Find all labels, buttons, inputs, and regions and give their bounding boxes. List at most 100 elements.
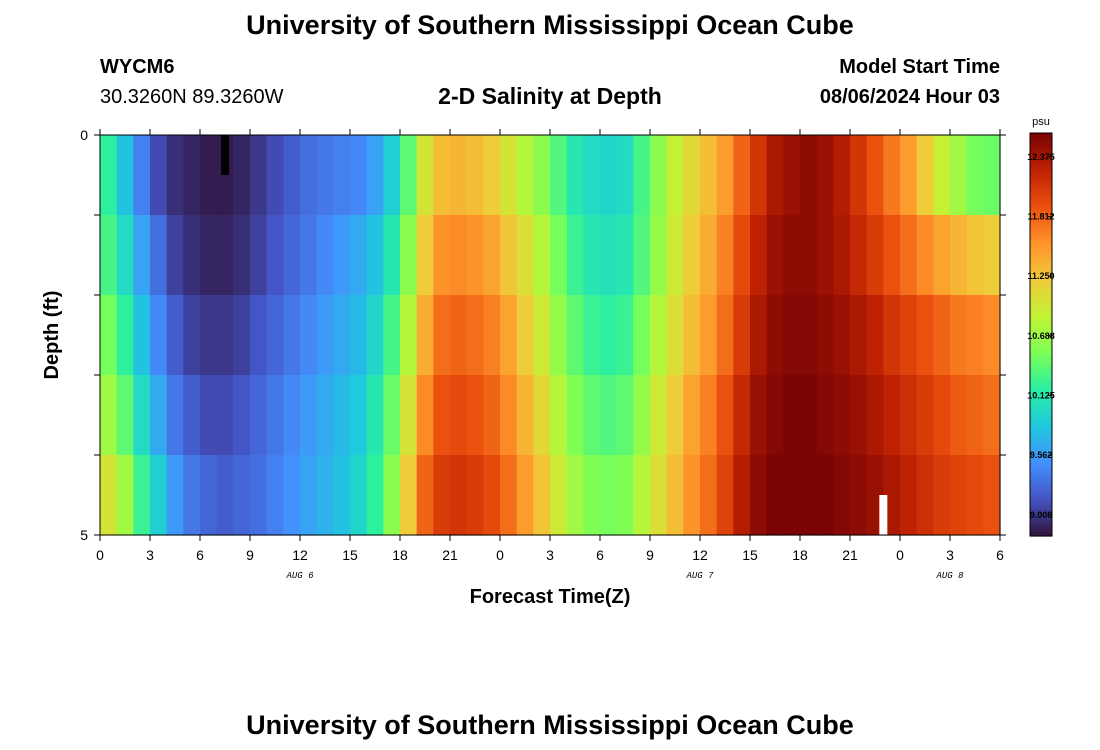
colorbar-step	[1030, 176, 1052, 181]
colorbar-step	[1030, 247, 1052, 252]
colorbar-step	[1030, 354, 1052, 359]
heatmap-cell	[116, 375, 134, 456]
heatmap-cell	[433, 295, 451, 376]
colorbar-step	[1030, 391, 1052, 396]
heatmap-cell	[133, 375, 151, 456]
heatmap-cell	[616, 295, 634, 376]
colorbar-step	[1030, 277, 1052, 282]
colorbar-step	[1030, 263, 1052, 268]
heatmap-cell	[383, 455, 401, 536]
heatmap-cell	[483, 295, 501, 376]
heatmap-cell	[316, 135, 334, 216]
heatmap-cell	[366, 295, 384, 376]
heatmap-cell	[400, 295, 418, 376]
colorbar-step	[1030, 425, 1052, 430]
heatmap-cell	[566, 135, 584, 216]
colorbar-step	[1030, 499, 1052, 504]
colorbar-step	[1030, 364, 1052, 369]
heatmap-cell	[733, 135, 751, 216]
heatmap-cell	[216, 375, 234, 456]
heatmap-cell	[733, 295, 751, 376]
heatmap-cell	[366, 455, 384, 536]
colorbar-step	[1030, 388, 1052, 393]
heatmap-cell	[416, 375, 434, 456]
x-tick-label: 6	[996, 547, 1004, 563]
heatmap-cell	[683, 135, 701, 216]
heatmap-cell	[816, 455, 834, 536]
heatmap-cell	[866, 295, 884, 376]
heatmap-cell	[766, 295, 784, 376]
heatmap-cell	[183, 215, 201, 296]
heatmap-cell	[100, 455, 118, 536]
x-tick-label: 3	[946, 547, 954, 563]
heatmap-cell	[666, 135, 684, 216]
heatmap-cell	[533, 215, 551, 296]
colorbar-step	[1030, 190, 1052, 195]
heatmap-cell	[466, 135, 484, 216]
colorbar-step	[1030, 216, 1052, 221]
chart-subtitle: 2-D Salinity at Depth	[438, 83, 662, 109]
heatmap-cell	[466, 455, 484, 536]
heatmap-cell	[766, 135, 784, 216]
heatmap-cell	[250, 295, 268, 376]
heatmap-cell	[550, 455, 568, 536]
colorbar-step	[1030, 156, 1052, 161]
heatmap-cell	[766, 455, 784, 536]
heatmap-cell	[350, 455, 368, 536]
y-axis: 05	[80, 127, 1006, 543]
colorbar-tick-label: 9.000	[1030, 510, 1053, 520]
heatmap-cell	[700, 295, 718, 376]
heatmap-cell	[466, 215, 484, 296]
heatmap-cell	[933, 215, 951, 296]
colorbar-step	[1030, 445, 1052, 450]
heatmap-cell	[400, 135, 418, 216]
heatmap-cell	[150, 215, 168, 296]
heatmap-cell	[650, 375, 668, 456]
heatmap-cell	[466, 375, 484, 456]
heatmap-cell	[700, 135, 718, 216]
heatmap-cell	[900, 375, 918, 456]
colorbar-step	[1030, 532, 1052, 537]
heatmap-cell	[700, 375, 718, 456]
colorbar-step	[1030, 149, 1052, 154]
heatmap-cell	[483, 135, 501, 216]
heatmap-cell	[250, 455, 268, 536]
heatmap-cell	[983, 375, 1001, 456]
colorbar-step	[1030, 398, 1052, 403]
heatmap-cell	[166, 455, 184, 536]
colorbar-step	[1030, 371, 1052, 376]
colorbar-step	[1030, 492, 1052, 497]
x-tick-label: 12	[292, 547, 308, 563]
heatmap-cell	[850, 295, 868, 376]
heatmap-cell	[983, 215, 1001, 296]
heatmap-cell	[800, 455, 818, 536]
x-tick-label: 15	[342, 547, 358, 563]
heatmap-cell	[400, 215, 418, 296]
heatmap-cell	[500, 455, 518, 536]
colorbar-step	[1030, 193, 1052, 198]
heatmap-cell	[650, 215, 668, 296]
heatmap-cell	[516, 215, 534, 296]
heatmap-cell	[500, 215, 518, 296]
colorbar-step	[1030, 529, 1052, 534]
colorbar-step	[1030, 159, 1052, 164]
heatmap-cell	[250, 375, 268, 456]
heatmap-cell	[783, 295, 801, 376]
heatmap-cell	[450, 215, 468, 296]
colorbar-tick-label: 10.688	[1027, 331, 1055, 341]
heatmap-cell	[366, 135, 384, 216]
heatmap-cell	[733, 375, 751, 456]
heatmap-cell	[566, 215, 584, 296]
heatmap-cell	[100, 375, 118, 456]
colorbar-step	[1030, 274, 1052, 279]
colorbar-step	[1030, 519, 1052, 524]
x-tick-label: 21	[842, 547, 858, 563]
colorbar-step	[1030, 321, 1052, 326]
heatmap-cell	[116, 455, 134, 536]
heatmap-cell	[200, 375, 218, 456]
heatmap-cell	[800, 295, 818, 376]
heatmap-cell	[116, 135, 134, 216]
heatmap-cell	[716, 375, 734, 456]
heatmap-cell	[916, 215, 934, 296]
heatmap-cell	[666, 375, 684, 456]
